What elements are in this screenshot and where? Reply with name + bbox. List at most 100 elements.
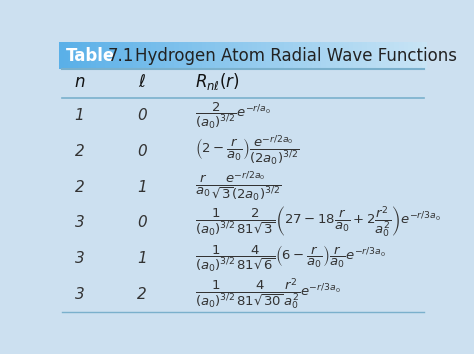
Bar bbox=[302, 42, 307, 69]
Bar bbox=[225, 42, 229, 69]
Bar bbox=[381, 42, 385, 69]
Text: 3: 3 bbox=[74, 251, 84, 266]
Bar bbox=[372, 42, 376, 69]
Bar bbox=[151, 42, 155, 69]
Bar bbox=[247, 42, 252, 69]
Text: 7.1: 7.1 bbox=[107, 47, 134, 64]
Bar bbox=[252, 42, 257, 69]
Bar bbox=[280, 42, 284, 69]
Bar bbox=[82, 42, 87, 69]
Bar bbox=[160, 42, 165, 69]
Bar bbox=[266, 42, 271, 69]
Bar bbox=[404, 42, 408, 69]
Bar bbox=[330, 42, 335, 69]
Bar bbox=[110, 42, 114, 69]
Bar bbox=[344, 42, 348, 69]
Bar bbox=[422, 42, 427, 69]
Bar bbox=[394, 42, 399, 69]
Bar bbox=[169, 42, 174, 69]
Bar bbox=[408, 42, 413, 69]
Bar bbox=[201, 42, 206, 69]
Bar bbox=[284, 42, 289, 69]
Bar bbox=[197, 42, 201, 69]
Bar bbox=[307, 42, 312, 69]
Bar bbox=[68, 42, 73, 69]
Bar bbox=[87, 42, 91, 69]
Bar bbox=[271, 42, 275, 69]
Text: $\left(2 - \dfrac{r}{a_0}\right)\dfrac{e^{-r/2a_0}}{(2a_0)^{3/2}}$: $\left(2 - \dfrac{r}{a_0}\right)\dfrac{e… bbox=[195, 135, 299, 169]
Bar bbox=[133, 42, 137, 69]
Bar bbox=[317, 42, 321, 69]
Bar bbox=[385, 42, 390, 69]
Bar bbox=[289, 42, 293, 69]
Text: 2: 2 bbox=[74, 144, 84, 159]
Bar bbox=[188, 42, 192, 69]
Bar bbox=[192, 42, 197, 69]
Text: 2: 2 bbox=[137, 287, 147, 302]
Bar bbox=[91, 42, 96, 69]
Text: $\mathit{n}$: $\mathit{n}$ bbox=[73, 73, 85, 91]
Bar bbox=[275, 42, 280, 69]
Bar bbox=[146, 42, 151, 69]
Text: Table: Table bbox=[65, 47, 115, 64]
Text: 0: 0 bbox=[137, 144, 147, 159]
Bar bbox=[298, 42, 302, 69]
Bar bbox=[206, 42, 211, 69]
Bar bbox=[348, 42, 353, 69]
Bar bbox=[326, 42, 330, 69]
Bar bbox=[390, 42, 394, 69]
Bar bbox=[335, 42, 339, 69]
Text: $\mathit{\ell}$: $\mathit{\ell}$ bbox=[138, 73, 146, 91]
Bar bbox=[367, 42, 372, 69]
Bar bbox=[376, 42, 381, 69]
Bar bbox=[257, 42, 261, 69]
Bar bbox=[293, 42, 298, 69]
Bar bbox=[114, 42, 119, 69]
Bar bbox=[73, 42, 78, 69]
Bar bbox=[312, 42, 317, 69]
Text: $\dfrac{1}{(a_0)^{3/2}}\dfrac{2}{81\sqrt{3}}\left(27 - 18\dfrac{r}{a_0} + 2\dfra: $\dfrac{1}{(a_0)^{3/2}}\dfrac{2}{81\sqrt… bbox=[195, 205, 441, 240]
Bar bbox=[78, 42, 82, 69]
Bar bbox=[165, 42, 170, 69]
Bar bbox=[142, 42, 146, 69]
Bar bbox=[399, 42, 404, 69]
Bar bbox=[124, 42, 128, 69]
Text: $R_{n\ell}(r)$: $R_{n\ell}(r)$ bbox=[195, 71, 239, 92]
Bar bbox=[183, 42, 188, 69]
Bar bbox=[413, 42, 418, 69]
Bar bbox=[234, 42, 238, 69]
Text: 1: 1 bbox=[74, 108, 84, 123]
Bar bbox=[353, 42, 358, 69]
Bar bbox=[261, 42, 266, 69]
Bar bbox=[179, 42, 183, 69]
Text: $\dfrac{1}{(a_0)^{3/2}}\dfrac{4}{81\sqrt{6}}\left(6 - \dfrac{r}{a_0}\right)\dfra: $\dfrac{1}{(a_0)^{3/2}}\dfrac{4}{81\sqrt… bbox=[195, 243, 386, 274]
Bar bbox=[174, 42, 179, 69]
Bar bbox=[211, 42, 215, 69]
Bar bbox=[59, 42, 64, 69]
Text: 3: 3 bbox=[74, 215, 84, 230]
Bar bbox=[362, 42, 367, 69]
Text: Hydrogen Atom Radial Wave Functions: Hydrogen Atom Radial Wave Functions bbox=[135, 47, 457, 64]
Text: $\dfrac{r}{a_0}\dfrac{e^{-r/2a_0}}{\sqrt{3}(2a_0)^{3/2}}$: $\dfrac{r}{a_0}\dfrac{e^{-r/2a_0}}{\sqrt… bbox=[195, 170, 281, 204]
Bar bbox=[358, 42, 362, 69]
Bar bbox=[119, 42, 124, 69]
Bar bbox=[243, 42, 247, 69]
Text: 2: 2 bbox=[74, 179, 84, 195]
Bar bbox=[215, 42, 220, 69]
Bar bbox=[220, 42, 225, 69]
Bar bbox=[96, 42, 100, 69]
Bar bbox=[64, 42, 68, 69]
Text: 0: 0 bbox=[137, 215, 147, 230]
Text: 1: 1 bbox=[137, 251, 147, 266]
Bar bbox=[418, 42, 422, 69]
Bar bbox=[128, 42, 133, 69]
Bar bbox=[321, 42, 326, 69]
Text: 1: 1 bbox=[137, 179, 147, 195]
Bar bbox=[238, 42, 243, 69]
Bar bbox=[105, 42, 110, 69]
Bar bbox=[100, 42, 105, 69]
Text: 3: 3 bbox=[74, 287, 84, 302]
Bar bbox=[229, 42, 234, 69]
Bar bbox=[59, 42, 427, 69]
Bar bbox=[339, 42, 344, 69]
